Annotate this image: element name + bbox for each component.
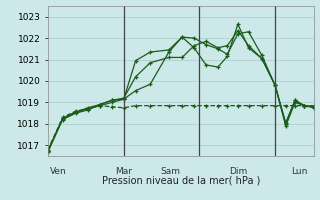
- Text: Lun: Lun: [291, 167, 307, 176]
- Text: Mar: Mar: [115, 167, 132, 176]
- X-axis label: Pression niveau de la mer( hPa ): Pression niveau de la mer( hPa ): [102, 175, 260, 185]
- Text: Ven: Ven: [50, 167, 67, 176]
- Text: Dim: Dim: [229, 167, 247, 176]
- Text: Sam: Sam: [160, 167, 180, 176]
